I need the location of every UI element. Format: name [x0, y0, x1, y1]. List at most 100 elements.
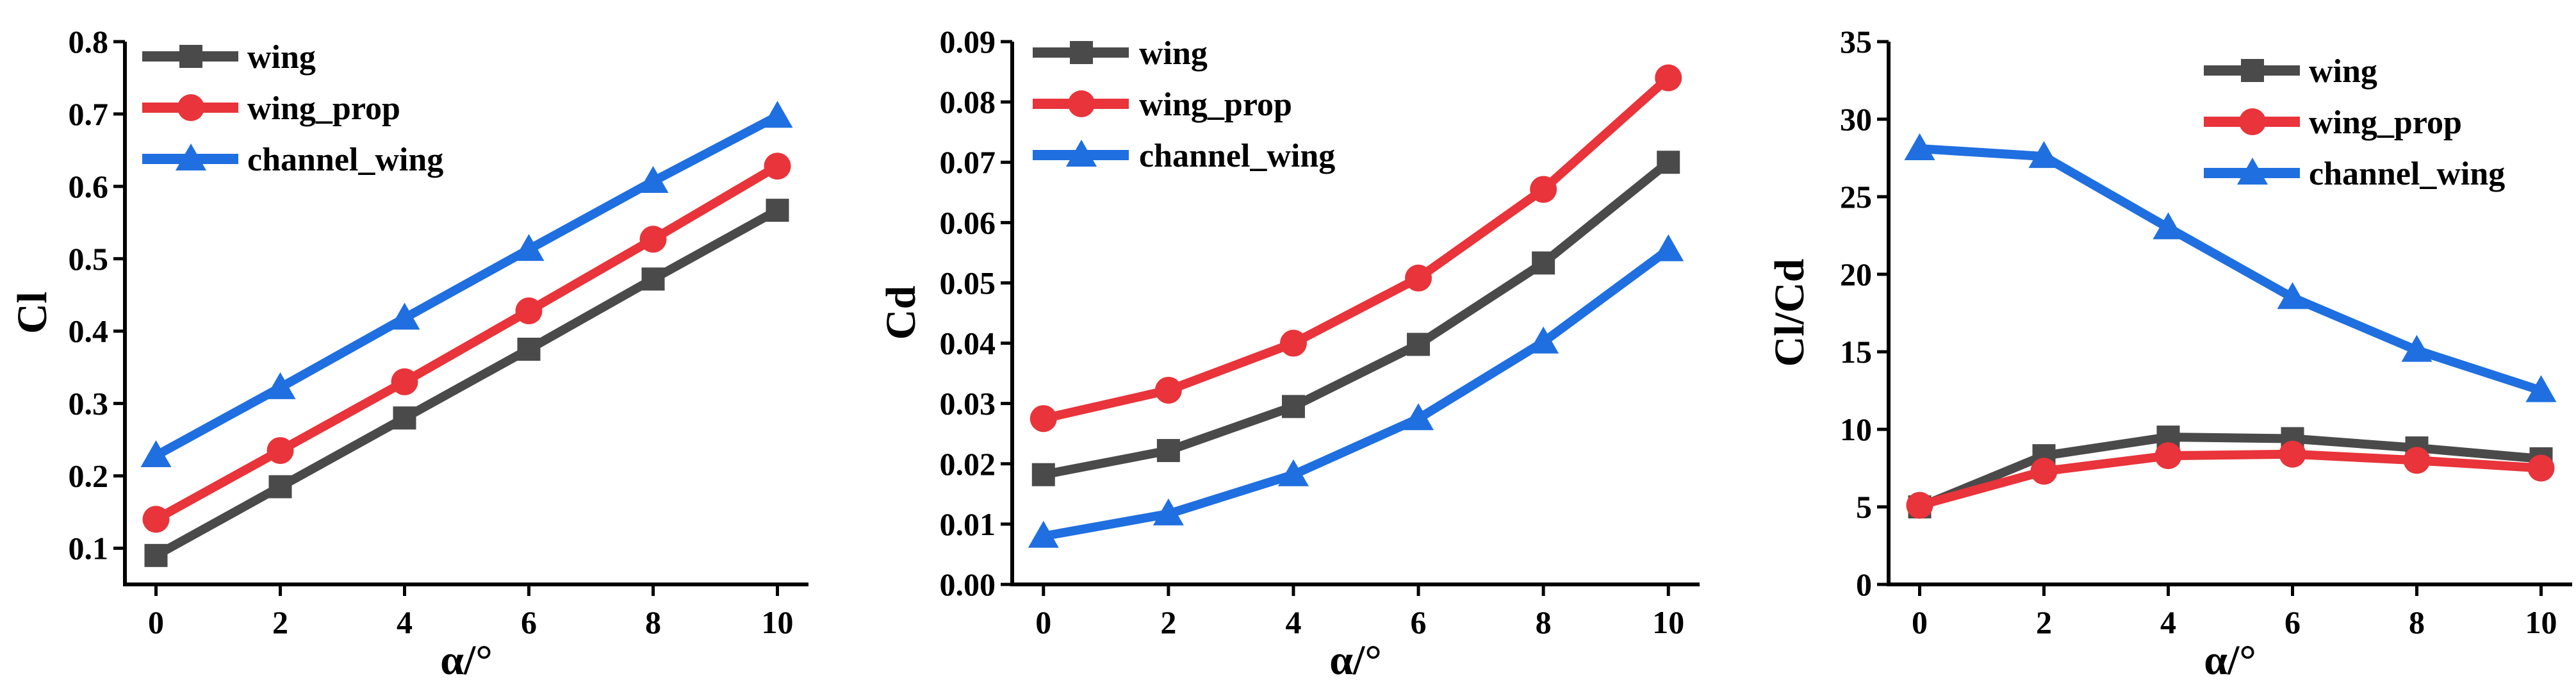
y-tick-label: 0.8 [69, 24, 109, 60]
legend-label-channel-wing: channel_wing [247, 142, 443, 178]
y-tick-label: 0.5 [69, 241, 109, 277]
y-tick-label: 0.02 [940, 446, 996, 482]
y-tick-label: 0.03 [940, 386, 996, 422]
legend: wing wing_prop channel_wing [2204, 53, 2505, 192]
legend-label-wing: wing [2309, 53, 2377, 90]
data-point-wing [393, 406, 416, 430]
y-axis-title: Cd [878, 286, 924, 340]
legend-marker-wing-prop [1068, 90, 1095, 117]
data-point-wing-prop [1154, 376, 1182, 404]
legend-label-wing: wing [247, 39, 316, 76]
y-tick-label: 0 [1856, 566, 1872, 602]
x-axis-title: α/° [440, 637, 493, 684]
data-point-wing-prop [2154, 442, 2182, 470]
data-point-wing-prop [267, 437, 294, 465]
chart-cl: Cl α/° 0.10.20.30.40.50.60.70.8 0 2 4 6 8 10 … [9, 24, 808, 684]
x-tick-label: 6 [2285, 604, 2301, 640]
series-line-wing [1042, 158, 1671, 479]
legend-marker-channel-wing [176, 144, 206, 170]
y-tick-label: 20 [1840, 256, 1872, 292]
data-point-channel-wing [2153, 212, 2184, 240]
data-point-channel-wing [265, 372, 296, 399]
y-ticks: 0 5 10 15 20 25 30 35 [1840, 24, 1889, 602]
y-tick-label: 35 [1840, 24, 1872, 60]
series-line-channel-wing [1919, 144, 2543, 395]
y-tick-label: 10 [1840, 411, 1872, 447]
legend-marker-wing [2241, 59, 2264, 82]
data-point-channel-wing [1277, 459, 1309, 486]
data-point-channel-wing [1403, 403, 1434, 431]
y-tick-label: 0.04 [940, 326, 996, 361]
x-ticks: 0 2 4 6 8 10 [1912, 584, 2557, 640]
legend-marker-wing [179, 45, 202, 68]
legend-label-wing-prop: wing_prop [2309, 104, 2462, 141]
data-point-wing-prop [1655, 64, 1682, 92]
data-point-channel-wing [2401, 335, 2432, 362]
x-tick-label: 2 [1160, 604, 1176, 640]
legend-label-wing-prop: wing_prop [247, 90, 400, 127]
data-point-wing [1532, 251, 1555, 275]
data-point-wing [1031, 463, 1055, 486]
y-ticks: 0.00 0.01 0.02 0.03 0.04 0.05 0.06 0.07 0.08 0.09 [940, 24, 1012, 602]
data-point-wing [641, 267, 665, 291]
y-tick-label: 0.01 [940, 506, 996, 542]
y-tick-label: 30 [1840, 101, 1872, 137]
data-point-wing-prop [764, 153, 791, 180]
y-tick-label: 0.6 [69, 169, 109, 204]
y-tick-label: 0.09 [940, 24, 996, 60]
data-point-wing-prop [1030, 405, 1057, 433]
data-point-wing [766, 199, 789, 222]
data-point-wing-prop [2030, 458, 2058, 485]
series-line-wing-prop [1042, 74, 1671, 424]
x-tick-label: 2 [272, 604, 288, 640]
series-layer [1904, 133, 2557, 519]
legend-marker-channel-wing [2237, 158, 2268, 185]
data-point-channel-wing [1904, 133, 1935, 160]
x-axis-title: α/° [2204, 637, 2256, 684]
series-line-wing-prop [154, 162, 780, 524]
data-point-wing-prop [142, 506, 170, 533]
y-tick-label: 5 [1856, 489, 1872, 525]
data-point-channel-wing [1028, 520, 1059, 548]
x-tick-label: 0 [1035, 604, 1051, 640]
data-point-channel-wing [762, 101, 793, 128]
series-line-wing-prop [1918, 449, 2541, 510]
series-line-channel-wing [1042, 246, 1671, 541]
series-line-wing [154, 206, 780, 559]
y-tick-label: 0.1 [69, 531, 109, 566]
series-layer [140, 101, 793, 567]
legend-marker-wing [1070, 41, 1093, 64]
data-point-wing-prop [1405, 264, 1432, 292]
y-axis-title: Cl/Cd [1766, 259, 1813, 367]
legend-marker-wing-prop [177, 94, 204, 121]
y-tick-label: 0.2 [69, 458, 109, 494]
y-tick-label: 15 [1840, 334, 1872, 370]
legend: wing wing_prop channel_wing [142, 39, 443, 178]
legend-label-channel-wing: channel_wing [1139, 138, 1335, 174]
data-point-channel-wing [637, 165, 669, 193]
legend-label-channel-wing: channel_wing [2309, 156, 2505, 192]
data-point-wing-prop [1906, 492, 1933, 519]
x-ticks: 0 2 4 6 8 10 [1035, 584, 1684, 640]
y-tick-label: 25 [1840, 179, 1872, 215]
data-point-wing [268, 475, 292, 499]
data-point-wing-prop [515, 297, 543, 325]
x-tick-label: 0 [148, 604, 164, 640]
x-ticks: 0 2 4 6 8 10 [148, 584, 794, 640]
data-point-wing-prop [1530, 176, 1557, 203]
y-tick-label: 0.7 [69, 96, 109, 132]
data-point-wing [144, 543, 168, 567]
data-point-channel-wing [389, 302, 420, 330]
x-tick-label: 4 [397, 604, 413, 640]
legend: wing wing_prop channel_wing [1033, 35, 1335, 174]
chart-cd: Cd α/° 0.000.010.020.030.040.050.060.070… [878, 24, 1700, 684]
y-tick-label: 0.3 [69, 386, 109, 422]
data-point-wing-prop [2527, 454, 2555, 482]
x-tick-label: 8 [1536, 604, 1552, 640]
y-tick-label: 0.06 [940, 204, 996, 240]
data-point-wing [1156, 439, 1180, 463]
chart-cl-cd: Cl/Cd α/° 0 5 10 15 20 25 30 35 0 2 4 6 8 10 wing wi… [1766, 24, 2572, 684]
data-point-channel-wing [1528, 326, 1559, 354]
legend-marker-channel-wing [1066, 140, 1097, 167]
